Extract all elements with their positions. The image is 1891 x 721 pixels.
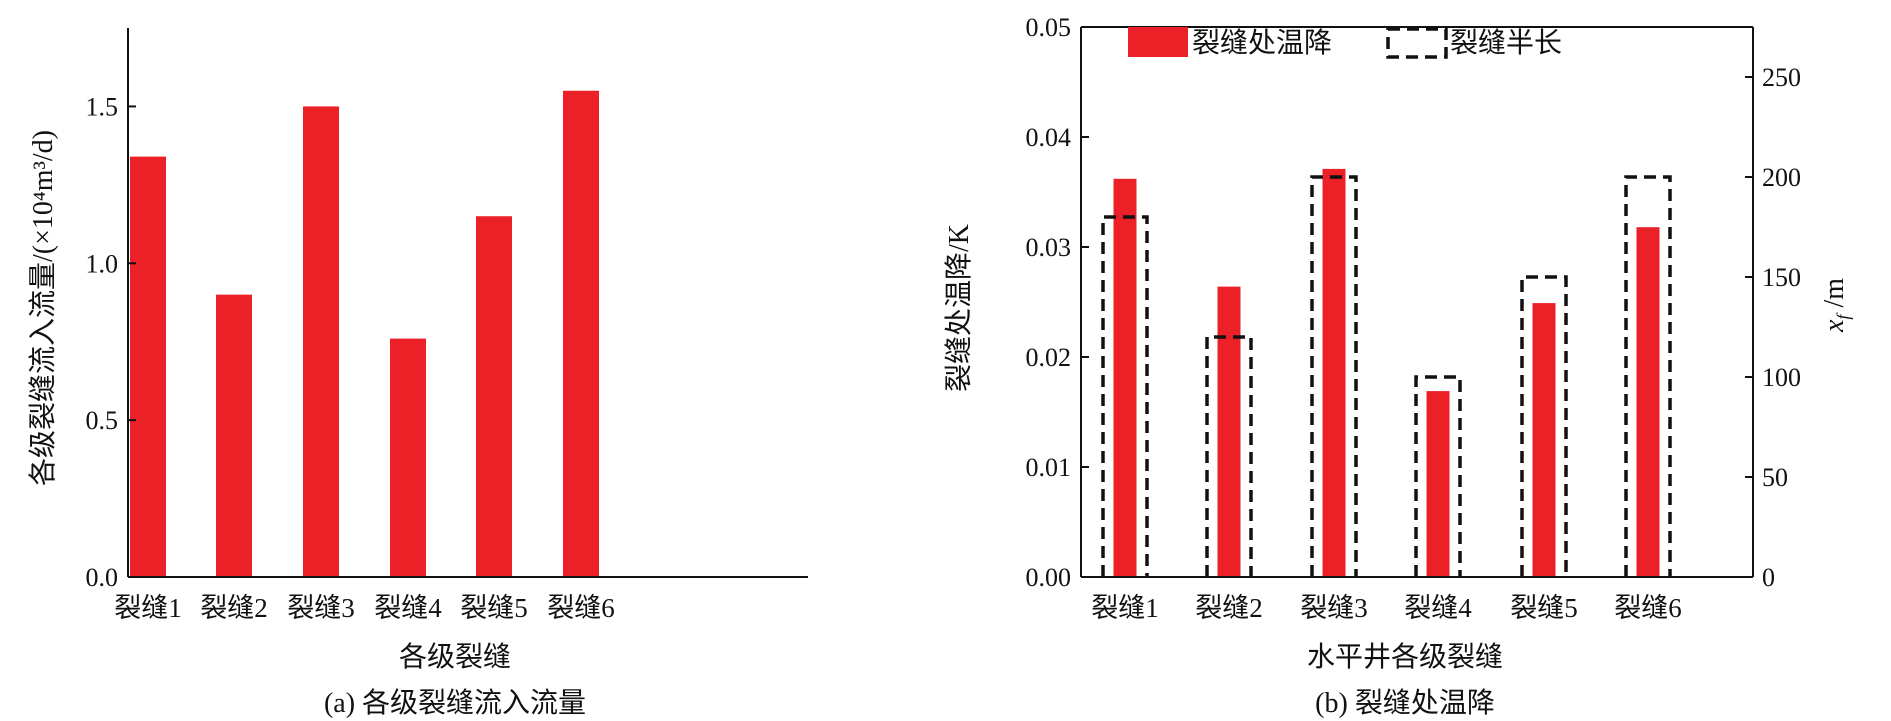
legend-swatch-temperature-drop [1128, 27, 1188, 57]
panel-a-y-tick-label: 1.5 [86, 92, 119, 121]
panel-a-caption: (a) 各级裂缝流入流量 [324, 687, 586, 719]
panel-b-y-axis-title: 裂缝处温降/K [943, 224, 975, 392]
panel-b-y-tick-label: 0.03 [1026, 233, 1072, 262]
panel-a-bar-3 [303, 106, 339, 577]
panel-b-legend: 裂缝处温降 裂缝半长 [1128, 27, 1562, 59]
panel-a-category-labels: 裂缝1 裂缝2 裂缝3 裂缝4 裂缝5 裂缝6 [114, 593, 615, 623]
panel-b-temperature-chart: 0.00 0.01 0.02 0.03 0.04 0.05 0 50 100 150 200 250… [943, 13, 1853, 719]
panel-a-bar-2 [216, 294, 252, 577]
panel-a-bar-4 [390, 338, 426, 577]
panel-b-y-tick-label: 0.00 [1026, 563, 1072, 592]
panel-b-bar-2 [1217, 286, 1241, 577]
panel-b-axes [1080, 26, 1754, 578]
panel-b-bar-1 [1113, 178, 1137, 578]
panel-b-half-length-outline-5 [1520, 275, 1568, 577]
panel-b-bar-3 [1322, 168, 1346, 577]
panel-b-right-y-tick-label: 200 [1762, 163, 1801, 192]
panel-b-right-y-tick-label: 100 [1762, 363, 1801, 392]
panel-b-category-label: 裂缝1 [1091, 593, 1159, 623]
legend-swatch-half-length [1386, 27, 1448, 59]
panel-b-right-y-ticks: 0 50 100 150 200 250 [1745, 63, 1801, 592]
panel-a-category-label: 裂缝3 [287, 593, 355, 623]
panel-b-category-label: 裂缝2 [1195, 593, 1263, 623]
panel-a-bar-1 [130, 156, 166, 577]
panel-b-right-y-axis-title: xf /m [1819, 278, 1853, 333]
panel-a-y-tick-label: 1.0 [86, 249, 119, 278]
panel-b-y-tick-label: 0.05 [1026, 13, 1072, 42]
panel-a-flow-chart: 0.0 0.5 1.0 1.5 裂缝1 裂缝2 裂缝3 裂缝4 裂缝5 裂缝6 各级裂缝流入流量… [27, 28, 808, 719]
panel-b-y-tick-label: 0.01 [1026, 453, 1072, 482]
panel-b-caption: (b) 裂缝处温降 [1315, 687, 1495, 719]
panel-a-bars [130, 90, 599, 577]
panel-b-right-y-tick-label: 250 [1762, 63, 1801, 92]
panel-a-x-axis-title: 各级裂缝 [399, 641, 511, 673]
legend-label-half-length: 裂缝半长 [1450, 27, 1562, 59]
panel-b-category-label: 裂缝5 [1510, 593, 1578, 623]
panel-b-y-tick-label: 0.04 [1026, 123, 1072, 152]
panel-b-bar-6 [1636, 227, 1660, 577]
panel-b-category-label: 裂缝4 [1404, 593, 1472, 623]
panel-b-category-label: 裂缝3 [1300, 593, 1368, 623]
panel-b-right-y-tick-label: 150 [1762, 263, 1801, 292]
panel-b-right-y-tick-label: 0 [1762, 563, 1775, 592]
panel-b-half-length-outlines [1101, 175, 1672, 577]
panel-a-bar-6 [563, 90, 599, 577]
panel-b-category-label: 裂缝6 [1614, 593, 1682, 623]
panel-b-right-y-tick-label: 50 [1762, 463, 1788, 492]
panel-a-y-ticks: 0.0 0.5 1.0 1.5 [86, 92, 136, 592]
panel-b-half-length-outline-2 [1205, 335, 1253, 577]
panel-a-y-axis-title: 各级裂缝流入流量/(×10⁴m³/d) [27, 130, 59, 486]
panel-b-half-length-outline-3 [1310, 175, 1358, 577]
panel-a-category-label: 裂缝4 [374, 593, 442, 623]
panel-a-category-label: 裂缝6 [547, 593, 615, 623]
panel-b-category-labels: 裂缝1 裂缝2 裂缝3 裂缝4 裂缝5 裂缝6 [1091, 593, 1682, 623]
panel-b-bar-5 [1532, 303, 1556, 577]
panel-a-category-label: 裂缝5 [460, 593, 528, 623]
panel-a-category-label: 裂缝2 [200, 593, 268, 623]
legend-label-temperature-drop: 裂缝处温降 [1192, 27, 1332, 59]
panel-a-y-tick-label: 0.5 [86, 406, 119, 435]
panel-b-left-y-ticks: 0.00 0.01 0.02 0.03 0.04 0.05 [1026, 13, 1089, 592]
panel-b-y-tick-label: 0.02 [1026, 343, 1072, 372]
panel-b-half-length-outline-1 [1101, 215, 1149, 577]
panel-b-bars [1113, 168, 1660, 578]
panel-b-half-length-outline-4 [1414, 375, 1462, 577]
panel-b-x-axis-title: 水平井各级裂缝 [1307, 641, 1503, 673]
panel-a-axes [127, 28, 808, 578]
panel-a-category-label: 裂缝1 [114, 593, 182, 623]
panel-b-half-length-outline-6 [1624, 175, 1672, 577]
panel-b-bar-4 [1426, 391, 1450, 577]
panel-a-y-tick-label: 0.0 [86, 563, 119, 592]
panel-a-bar-5 [476, 216, 512, 577]
